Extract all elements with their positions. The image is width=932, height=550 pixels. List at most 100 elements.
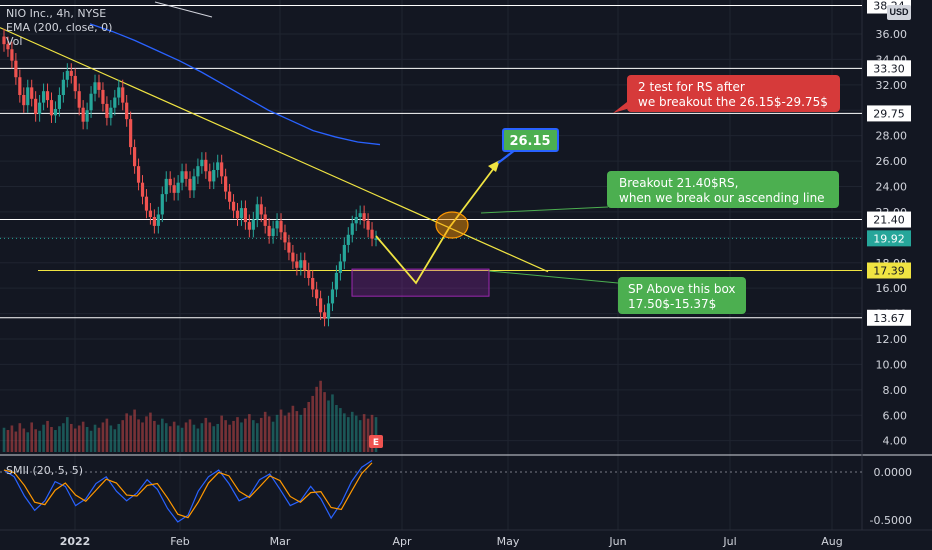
volume-bar bbox=[287, 412, 291, 452]
volume-bar bbox=[311, 395, 314, 452]
volume-bar bbox=[6, 430, 10, 452]
candle bbox=[208, 171, 212, 182]
volume-bar bbox=[184, 422, 188, 452]
level-tag-label: 29.75 bbox=[873, 107, 905, 120]
candle bbox=[220, 162, 224, 177]
volume-bar bbox=[180, 427, 184, 452]
volume-bar bbox=[315, 386, 318, 452]
candle bbox=[81, 107, 85, 122]
volume-bar bbox=[259, 417, 263, 452]
candle bbox=[299, 260, 303, 268]
target-label: 26.15 bbox=[509, 134, 550, 149]
candle bbox=[346, 234, 350, 245]
candle bbox=[212, 169, 216, 182]
candle bbox=[164, 178, 168, 195]
breakout-connector bbox=[480, 206, 609, 214]
volume-bar bbox=[200, 423, 204, 452]
candle bbox=[366, 220, 370, 230]
time-label: Feb bbox=[170, 535, 189, 548]
volume-bar bbox=[153, 420, 156, 452]
candle bbox=[73, 75, 77, 92]
red-note-line-2: we breakout the 26.15$-29.75$ bbox=[638, 95, 828, 109]
ema-legend[interactable]: EMA (200, close, 0) bbox=[6, 21, 113, 34]
red-note-pointer bbox=[613, 102, 627, 113]
candle bbox=[271, 228, 275, 237]
volume-bar bbox=[252, 420, 255, 452]
candle bbox=[121, 87, 125, 103]
volume-bar bbox=[339, 408, 342, 452]
symbol-title[interactable]: NIO Inc., 4h, NYSE bbox=[6, 7, 107, 20]
time-label: Jun bbox=[608, 535, 626, 548]
volume-bar bbox=[10, 425, 14, 452]
volume-bar bbox=[97, 427, 101, 452]
volume-bar bbox=[224, 420, 227, 452]
candle bbox=[204, 159, 208, 172]
candle bbox=[101, 89, 105, 104]
volume-bar bbox=[105, 418, 109, 452]
volume-bar bbox=[89, 430, 93, 452]
indicator-tick-label: -0.5000 bbox=[870, 514, 912, 527]
candle bbox=[374, 238, 378, 240]
volume-bar bbox=[299, 414, 303, 452]
volume-bar bbox=[236, 417, 239, 452]
candle bbox=[144, 196, 149, 211]
price-tick-label: 16.00 bbox=[876, 282, 908, 295]
candle bbox=[14, 60, 18, 78]
projection-path bbox=[375, 163, 498, 285]
price-tick-label: 8.00 bbox=[883, 384, 908, 397]
candle bbox=[61, 79, 65, 95]
candle bbox=[85, 110, 89, 122]
volume-bar bbox=[366, 418, 370, 452]
price-tick-label: 6.00 bbox=[883, 409, 908, 422]
earnings-marker bbox=[369, 435, 383, 448]
smii-signal-line bbox=[3, 462, 373, 519]
candle bbox=[342, 244, 346, 262]
volume-bar bbox=[343, 413, 346, 452]
volume-bar bbox=[192, 424, 196, 452]
volume-bar bbox=[121, 420, 125, 452]
level-tag-label: 33.30 bbox=[873, 62, 905, 75]
volume-bar bbox=[113, 429, 117, 452]
volume-bar bbox=[335, 405, 338, 452]
time-label: Apr bbox=[392, 535, 412, 548]
volume-bar bbox=[255, 423, 259, 452]
candle bbox=[287, 242, 291, 253]
candle bbox=[334, 272, 339, 290]
volume-bar bbox=[66, 417, 69, 452]
smii-legend[interactable]: SMII (20, 5, 5) bbox=[6, 464, 84, 477]
projection-arrowhead bbox=[488, 160, 500, 172]
candle bbox=[255, 204, 259, 220]
breakout-circle bbox=[435, 211, 469, 239]
candle bbox=[65, 70, 69, 80]
volume-bar bbox=[73, 428, 77, 452]
currency-badge[interactable]: USD bbox=[887, 5, 911, 20]
volume-bar bbox=[346, 417, 350, 452]
candle bbox=[129, 119, 133, 148]
candle bbox=[295, 261, 299, 268]
box-note-box bbox=[618, 277, 746, 314]
candle bbox=[227, 191, 232, 202]
candle bbox=[318, 298, 323, 313]
volume-bar bbox=[279, 409, 283, 452]
breakout-note-line-2: when we break our ascending line bbox=[619, 191, 825, 205]
volume-legend[interactable]: Vol bbox=[6, 35, 23, 48]
candle bbox=[172, 185, 176, 193]
candle bbox=[279, 220, 283, 233]
candle bbox=[330, 289, 335, 304]
volume-bar bbox=[232, 420, 235, 452]
volume-bar bbox=[14, 431, 18, 452]
volume-bar bbox=[327, 400, 330, 452]
price-tick-label: 12.00 bbox=[876, 333, 908, 346]
volume-bar bbox=[307, 401, 311, 452]
descending-trendline bbox=[0, 27, 549, 273]
breakout-note-line-1: Breakout 21.40$RS, bbox=[619, 176, 738, 190]
level-tag-17.39 bbox=[867, 262, 911, 279]
price-tick-label: 36.00 bbox=[876, 28, 908, 41]
candle bbox=[239, 208, 244, 219]
price-tick-label: 26.00 bbox=[876, 155, 908, 168]
candle bbox=[6, 44, 10, 50]
candle bbox=[41, 91, 46, 103]
volume-bar bbox=[164, 423, 168, 452]
